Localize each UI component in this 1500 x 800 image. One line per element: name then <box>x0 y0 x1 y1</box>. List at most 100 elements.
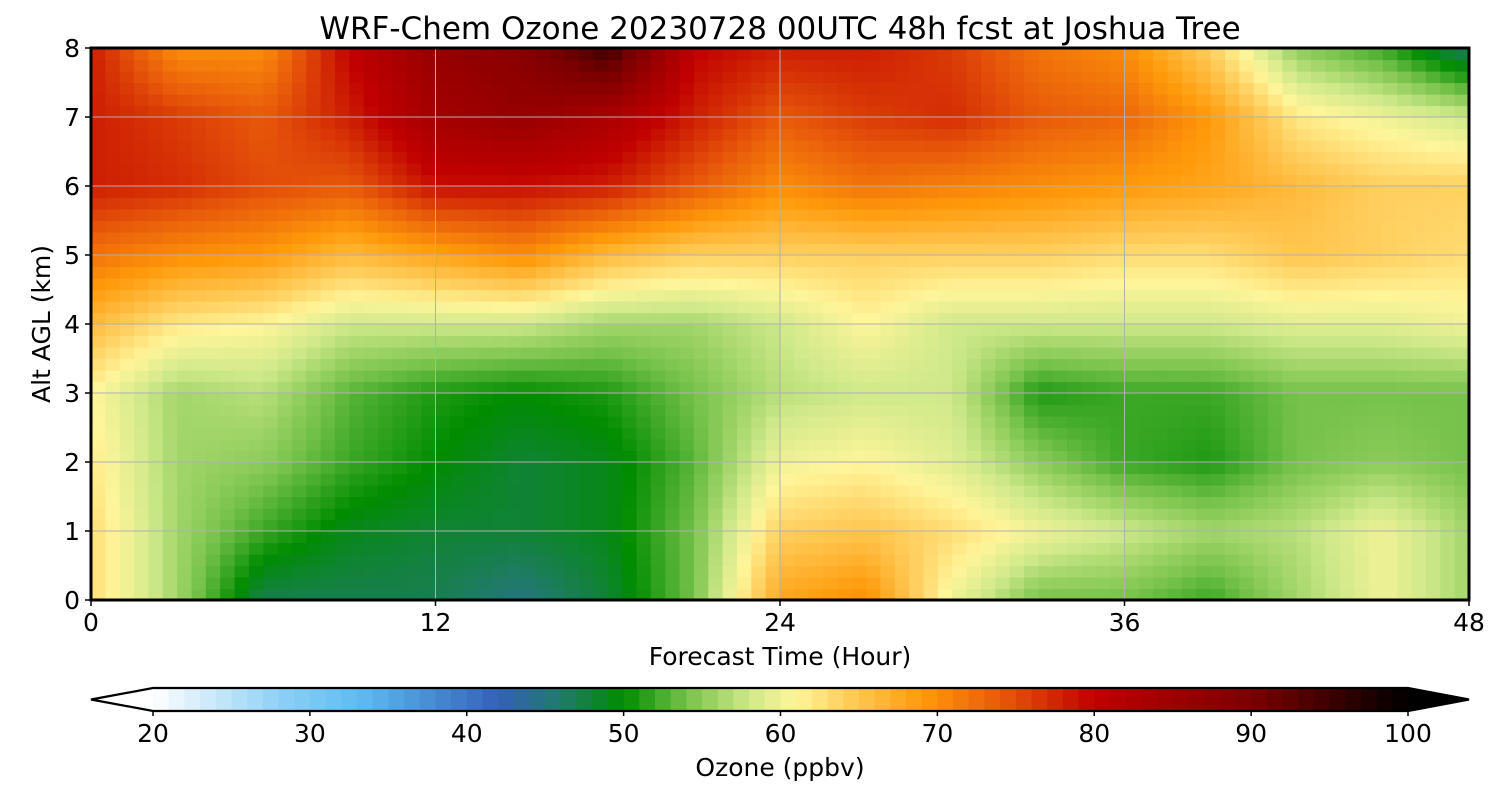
field-cell <box>363 588 379 600</box>
field-cell <box>550 140 566 153</box>
field-cell <box>1167 209 1183 222</box>
field-cell <box>1052 117 1068 130</box>
field-cell <box>1153 94 1169 107</box>
field-cell <box>363 565 379 578</box>
field-cell <box>277 462 293 475</box>
field-cell <box>1224 393 1240 406</box>
field-cell <box>909 220 925 233</box>
field-cell <box>1253 197 1269 210</box>
field-cell <box>492 105 508 118</box>
field-cell <box>464 393 480 406</box>
field-cell <box>306 358 322 371</box>
field-cell <box>1153 565 1169 578</box>
field-cell <box>550 312 566 325</box>
field-cell <box>622 358 638 371</box>
field-cell <box>392 71 408 84</box>
colorbar-segment <box>764 688 782 711</box>
field-cell <box>909 404 925 417</box>
field-cell <box>1411 565 1427 578</box>
field-cell <box>1009 473 1025 486</box>
field-cell <box>291 496 307 509</box>
field-cell <box>248 174 264 187</box>
field-cell <box>751 358 767 371</box>
field-cell <box>1095 531 1111 544</box>
field-cell <box>464 462 480 475</box>
field-cell <box>1253 324 1269 337</box>
field-cell <box>1081 588 1097 600</box>
field-cell <box>492 94 508 107</box>
field-cell <box>665 209 681 222</box>
field-cell <box>435 312 451 325</box>
field-cell <box>995 128 1011 141</box>
field-cell <box>708 140 724 153</box>
field-cell <box>1052 565 1068 578</box>
field-cell <box>765 381 781 394</box>
field-cell <box>134 71 150 84</box>
field-cell <box>1325 554 1341 567</box>
field-cell <box>1382 186 1398 199</box>
field-cell <box>1268 416 1283 429</box>
field-cell <box>1368 554 1384 567</box>
field-cell <box>335 358 350 371</box>
field-cell <box>851 554 867 567</box>
field-cell <box>880 565 896 578</box>
field-cell <box>1210 163 1226 176</box>
field-cell <box>177 301 193 314</box>
field-cell <box>1167 473 1183 486</box>
field-cell <box>823 554 839 567</box>
field-cell <box>162 554 178 567</box>
field-cell <box>220 117 236 130</box>
field-cell <box>263 117 279 130</box>
field-cell <box>105 531 121 544</box>
field-cell <box>521 59 537 72</box>
field-cell <box>1354 450 1370 463</box>
field-cell <box>248 324 264 337</box>
field-cell <box>234 519 250 532</box>
field-cell <box>91 381 106 394</box>
field-cell <box>535 404 551 417</box>
field-cell <box>1181 197 1197 210</box>
field-cell <box>349 542 365 555</box>
field-cell <box>1411 531 1427 544</box>
field-cell <box>449 197 465 210</box>
field-cell <box>535 117 551 130</box>
field-cell <box>406 71 422 84</box>
field-cell <box>952 186 968 199</box>
field-cell <box>1425 151 1441 164</box>
field-cell <box>1454 243 1469 256</box>
field-cell <box>909 519 925 532</box>
field-cell <box>1138 312 1154 325</box>
field-cell <box>593 266 609 279</box>
field-cell <box>980 220 996 233</box>
field-cell <box>521 163 537 176</box>
field-cell <box>363 71 379 84</box>
field-cell <box>966 519 982 532</box>
field-cell <box>1009 163 1025 176</box>
field-cell <box>794 324 810 337</box>
field-cell <box>550 243 566 256</box>
field-cell <box>535 163 551 176</box>
field-cell <box>708 519 724 532</box>
field-cell <box>1124 427 1140 440</box>
field-cell <box>909 542 925 555</box>
field-cell <box>1397 82 1413 95</box>
field-cell <box>1397 174 1413 187</box>
field-cell <box>435 151 451 164</box>
field-cell <box>995 439 1011 452</box>
field-cell <box>1081 450 1097 463</box>
field-cell <box>464 197 480 210</box>
field-cell <box>1138 82 1154 95</box>
field-cell <box>966 59 982 72</box>
field-cell <box>995 82 1011 95</box>
field-cell <box>665 404 681 417</box>
field-cell <box>349 485 365 498</box>
field-cell <box>894 565 910 578</box>
field-cell <box>435 519 451 532</box>
field-cell <box>1153 462 1169 475</box>
field-cell <box>234 174 250 187</box>
field-cell <box>191 508 207 521</box>
field-cell <box>966 105 982 118</box>
field-cell <box>894 220 910 233</box>
field-cell <box>1325 427 1341 440</box>
field-cell <box>607 82 623 95</box>
